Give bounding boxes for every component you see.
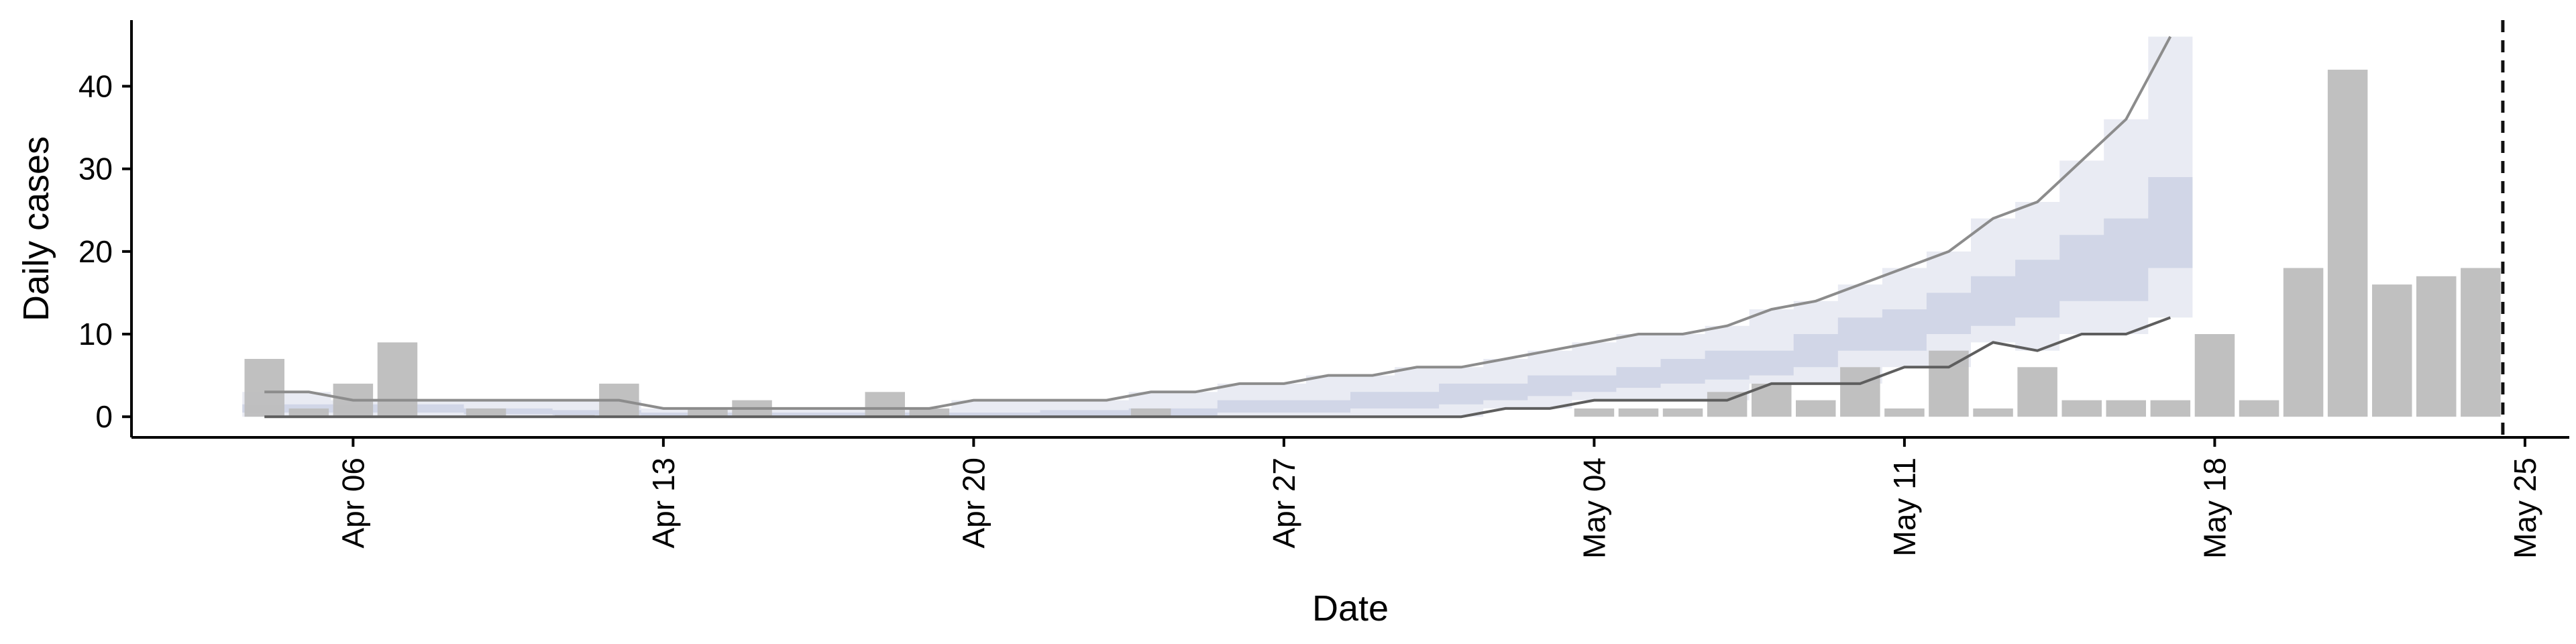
bar [2372,284,2412,417]
inner-interval-band [242,177,2193,417]
bar [1574,408,1615,417]
x-axis-title: Date [1312,588,1389,629]
bar [909,408,950,417]
bar [1884,408,1925,417]
x-tick-label: Apr 13 [646,458,681,549]
bar [2461,268,2501,417]
bar [2283,268,2324,417]
x-tick-label: May 18 [2197,458,2232,559]
x-tick-label: May 11 [1887,458,1922,556]
bar [2150,400,2191,417]
bar [466,408,506,417]
y-axis-title: Daily cases [16,136,56,321]
bars-layer [244,69,2501,417]
bar [2239,400,2279,417]
inner-interval-band-layer [242,177,2193,417]
bar [2416,276,2457,417]
bar [1796,400,1836,417]
x-tick-label: Apr 27 [1267,458,1301,549]
axes-layer: 0 10 20 30 40 Apr 06 Apr 13 Apr 20 Apr 27 May 04 M… [78,20,2569,559]
bar [1929,350,1969,417]
bar [1662,408,1703,417]
x-tick-label: Apr 20 [956,458,991,549]
y-tick-label: 10 [78,317,113,352]
bar [377,342,418,417]
bar [1130,408,1171,417]
outer-interval-band-layer [242,36,2193,417]
bar [688,408,728,417]
bar [2106,400,2146,417]
y-tick-label: 0 [95,399,113,434]
y-tick-label: 40 [78,69,113,104]
bar [288,408,329,417]
x-tick-label: May 25 [2508,458,2542,559]
y-tick-label: 20 [78,234,113,269]
bar [1618,408,1659,417]
interval-lines-layer [264,36,2172,419]
x-tick-label: Apr 06 [335,458,370,549]
bar [1840,367,1880,417]
lower-interval-line [264,316,2171,419]
bar [244,359,284,417]
x-tick-label: May 04 [1576,458,1611,559]
upper-interval-line [264,36,2172,410]
bar [1973,408,2013,417]
bar [2194,334,2235,417]
bar [2327,69,2368,417]
bar [865,392,905,417]
bar [2061,400,2102,417]
outer-interval-band [242,36,2193,417]
y-tick-label: 30 [78,152,113,186]
bar [2017,367,2057,417]
